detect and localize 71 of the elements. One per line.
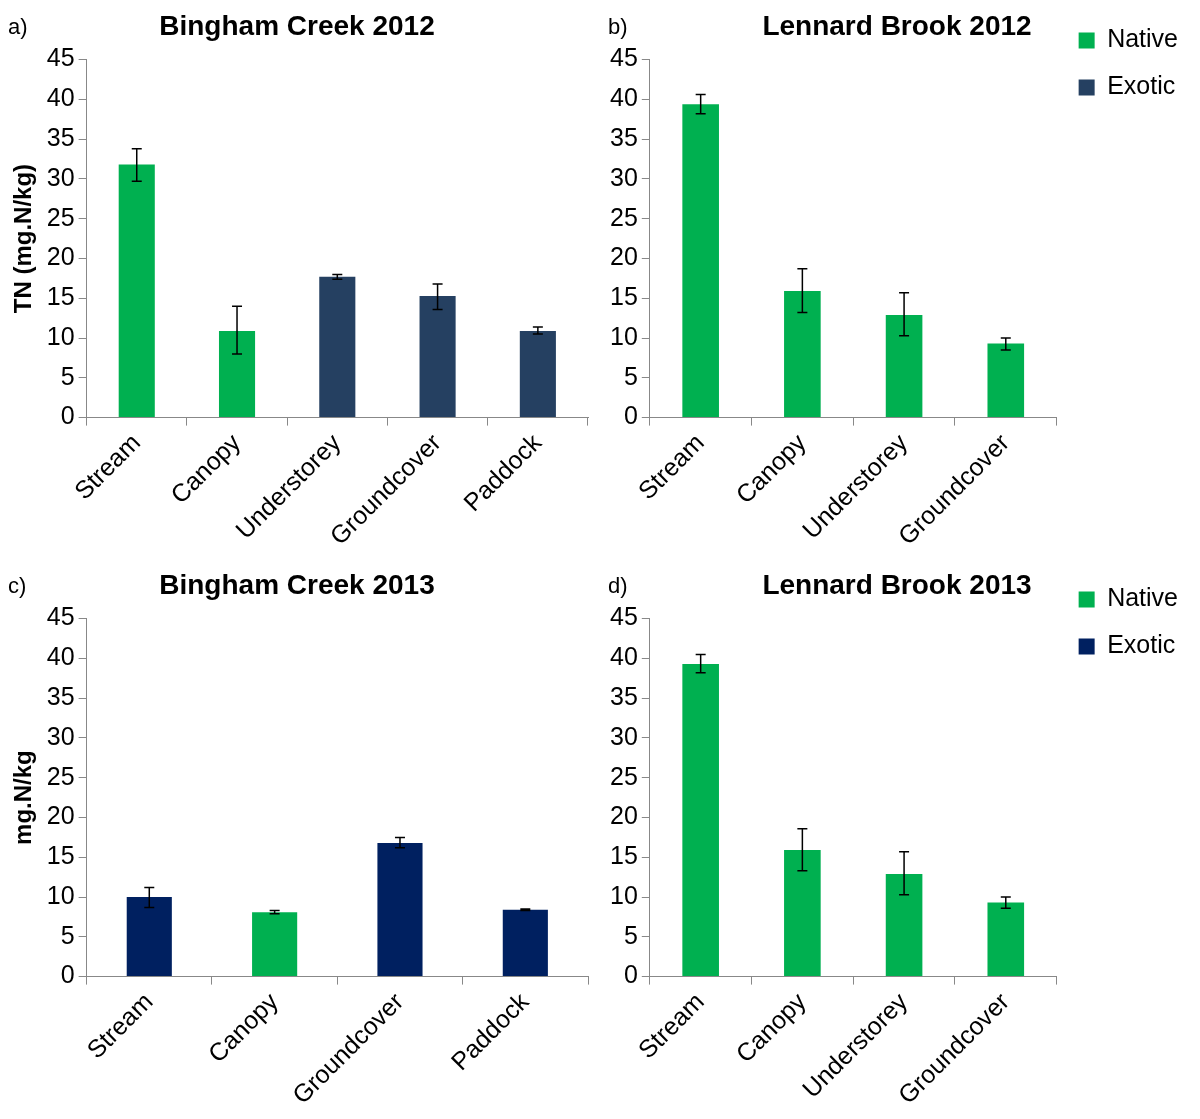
y-tick-label: 15 [46,841,75,870]
bar [377,842,423,977]
y-tick-label: 45 [610,43,638,72]
y-tick-label: 10 [46,321,75,350]
y-tick-label: 40 [46,642,75,671]
y-axis-title: TN (mg.N/kg) [9,163,37,314]
bar [784,291,821,418]
y-tick-label: 10 [610,321,638,350]
y-tick-label: 20 [46,242,75,271]
bar [319,276,356,418]
bar [987,343,1025,418]
y-tick-label: 40 [610,83,638,112]
bar [126,897,172,977]
bar [419,295,456,418]
y-tick-label: 35 [610,682,638,711]
y-tick-label: 20 [46,801,75,830]
y-tick-label: 25 [610,202,638,231]
y-tick-label: 0 [60,401,75,430]
y-tick-label: 15 [46,282,75,311]
legend-label: Native [1107,583,1179,612]
y-tick-label: 25 [46,761,75,790]
y-tick-label: 30 [46,162,75,191]
bar [682,104,719,418]
y-tick-label: 20 [610,242,638,271]
y-tick-label: 10 [46,880,75,909]
text: b) [608,14,628,40]
y-tick-label: 25 [46,202,75,231]
text: c) [8,573,27,599]
y-tick-label: 45 [46,602,75,631]
y-tick-label: 5 [623,920,638,949]
chart-title: Lennard Brook 2013 [762,568,1032,600]
y-tick-label: 5 [623,361,638,390]
legend-label: Exotic [1107,630,1176,659]
chart-title: Bingham Creek 2012 [159,9,435,41]
y-tick-label: 20 [610,801,638,830]
y-tick-label: 15 [610,841,638,870]
bar [502,909,548,977]
y-tick-label: 10 [610,880,638,909]
y-tick-label: 35 [46,682,75,711]
bar [784,850,821,977]
y-axis-title: mg.N/kg [9,750,37,845]
y-tick-label: 35 [46,123,75,152]
legend-label: Native [1107,24,1179,53]
chart-title: Lennard Brook 2012 [762,9,1032,41]
chart-title: Bingham Creek 2013 [159,568,435,600]
bar [682,663,719,977]
y-tick-label: 0 [623,401,638,430]
bar [885,314,923,418]
y-tick-label: 40 [610,642,638,671]
y-tick-label: 40 [46,83,75,112]
y-tick-label: 30 [610,721,638,750]
bar [519,330,556,418]
legend-label: Exotic [1107,71,1176,100]
y-tick-label: 35 [610,123,638,152]
bar [885,873,923,977]
y-tick-label: 45 [46,43,75,72]
y-tick-label: 30 [610,162,638,191]
y-tick-label: 15 [610,282,638,311]
y-tick-label: 5 [60,361,75,390]
bar [118,164,155,418]
y-tick-label: 45 [610,602,638,631]
text: a) [8,14,28,40]
bar [987,902,1025,977]
text: d) [608,573,628,599]
y-tick-label: 5 [60,920,75,949]
y-tick-label: 0 [623,960,638,989]
y-tick-label: 30 [46,721,75,750]
bar [218,330,256,418]
bar [252,912,298,977]
y-tick-label: 25 [610,761,638,790]
y-tick-label: 0 [60,960,75,989]
